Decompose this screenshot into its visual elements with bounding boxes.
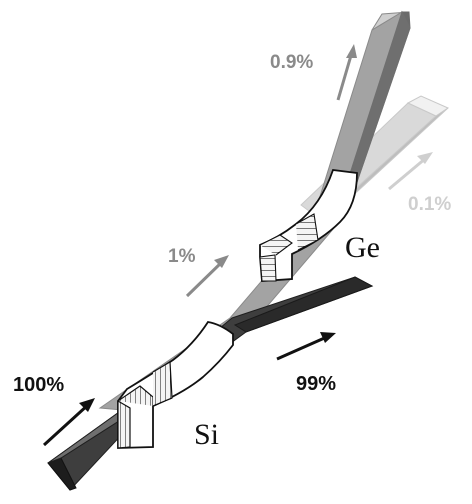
input-percent-label: 100% — [13, 374, 64, 396]
upper-transmitted-arrow — [336, 44, 357, 101]
coupled-arrow — [185, 255, 229, 298]
transmitted-percent-label: 99% — [296, 373, 336, 395]
upper-dropped-arrow — [388, 152, 433, 191]
germanium-label: Ge — [345, 231, 380, 264]
silicon-label: Si — [194, 418, 219, 451]
mid-waveguide — [98, 10, 411, 411]
coupled-percent-label: 1% — [168, 246, 196, 267]
ge-coupler — [259, 169, 358, 282]
dark-bottom-waveguide — [47, 276, 374, 491]
input-arrow — [42, 398, 95, 447]
upper-transmitted-percent-label: 0.9% — [270, 52, 313, 73]
upper-dropped-percent-label: 0.1% — [408, 194, 451, 215]
si-coupler — [117, 321, 234, 449]
transmitted-arrow — [276, 332, 336, 361]
